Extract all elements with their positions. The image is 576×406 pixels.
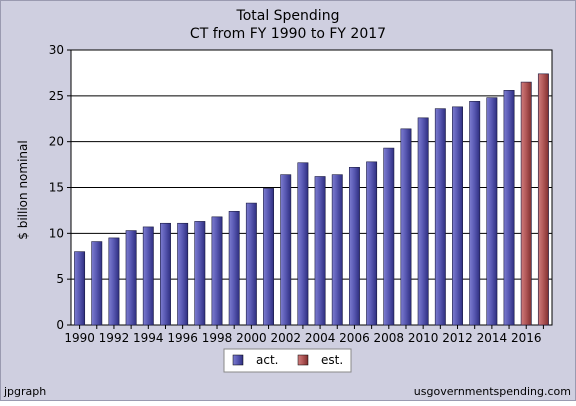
chart-subtitle: CT from FY 1990 to FY 2017	[190, 26, 386, 42]
bar-2014	[486, 97, 498, 326]
x-tick-label: 2010	[408, 331, 439, 345]
bar-2005	[331, 174, 343, 326]
legend-box	[223, 348, 352, 373]
bar-2004	[314, 176, 326, 326]
x-tick-label: 2012	[442, 331, 473, 345]
chart-title: Total Spending	[236, 8, 340, 24]
y-tick-label: 25	[49, 89, 64, 103]
y-tick-label: 0	[56, 318, 64, 332]
bar-2015	[503, 90, 515, 326]
bar-2000	[245, 202, 257, 326]
bars	[74, 73, 549, 326]
y-tick-label: 30	[49, 43, 64, 57]
y-tick-label: 20	[49, 135, 64, 149]
bar-2012	[452, 106, 463, 326]
bar-2001	[263, 188, 275, 326]
bar-1998	[211, 216, 223, 326]
bar-2016	[520, 81, 532, 326]
legend: act. est.	[223, 348, 352, 373]
bar-1990	[74, 251, 86, 326]
y-tick-label: 10	[49, 226, 64, 240]
bar-2002	[280, 174, 292, 326]
bar-2013	[469, 101, 481, 326]
footer-credit-right: usgovernmentspending.com	[414, 385, 571, 398]
bar-1995	[160, 222, 171, 326]
x-tick-label: 1990	[64, 331, 95, 345]
footer-credit-left: jpgraph	[3, 385, 46, 398]
y-axis-label: $ billion nominal	[16, 140, 30, 239]
x-axis-ticks: 1990 1992 1994 1996 1998 2000 2002 2004 2006 2008…	[64, 325, 544, 345]
x-tick-label: 2002	[270, 331, 301, 345]
x-tick-label: 1994	[133, 331, 164, 345]
x-tick-label: 2006	[339, 331, 370, 345]
bar-2003	[297, 162, 309, 326]
legend-label-est: est.	[321, 353, 343, 367]
x-tick-label: 2016	[511, 331, 542, 345]
bar-1997	[194, 221, 206, 326]
bar-2011	[434, 108, 446, 326]
bar-2010	[417, 117, 429, 326]
x-tick-label: 1992	[99, 331, 130, 345]
y-axis-ticks: 0 5 10 15 20 25 30	[49, 43, 71, 332]
y-tick-label: 5	[56, 272, 64, 286]
y-tick-label: 15	[49, 181, 64, 195]
x-tick-label: 2014	[477, 331, 508, 345]
x-tick-label: 2000	[236, 331, 267, 345]
bar-1996	[177, 222, 189, 326]
bar-1994	[142, 226, 154, 326]
legend-swatch-act	[232, 354, 244, 366]
bar-2007	[366, 161, 378, 326]
x-tick-label: 1998	[202, 331, 233, 345]
bar-1991	[91, 241, 103, 326]
bar-2006	[348, 167, 360, 326]
bar-1992	[108, 237, 120, 326]
bar-1999	[228, 211, 240, 326]
x-tick-label: 1996	[167, 331, 198, 345]
x-tick-label: 2004	[305, 331, 336, 345]
bar-1993	[125, 230, 137, 326]
bar-2008	[383, 147, 395, 326]
bar-2009	[400, 128, 412, 326]
legend-label-act: act.	[256, 353, 278, 367]
legend-swatch-est	[297, 354, 309, 366]
x-tick-label: 2008	[374, 331, 405, 345]
bar-2017	[537, 73, 549, 326]
